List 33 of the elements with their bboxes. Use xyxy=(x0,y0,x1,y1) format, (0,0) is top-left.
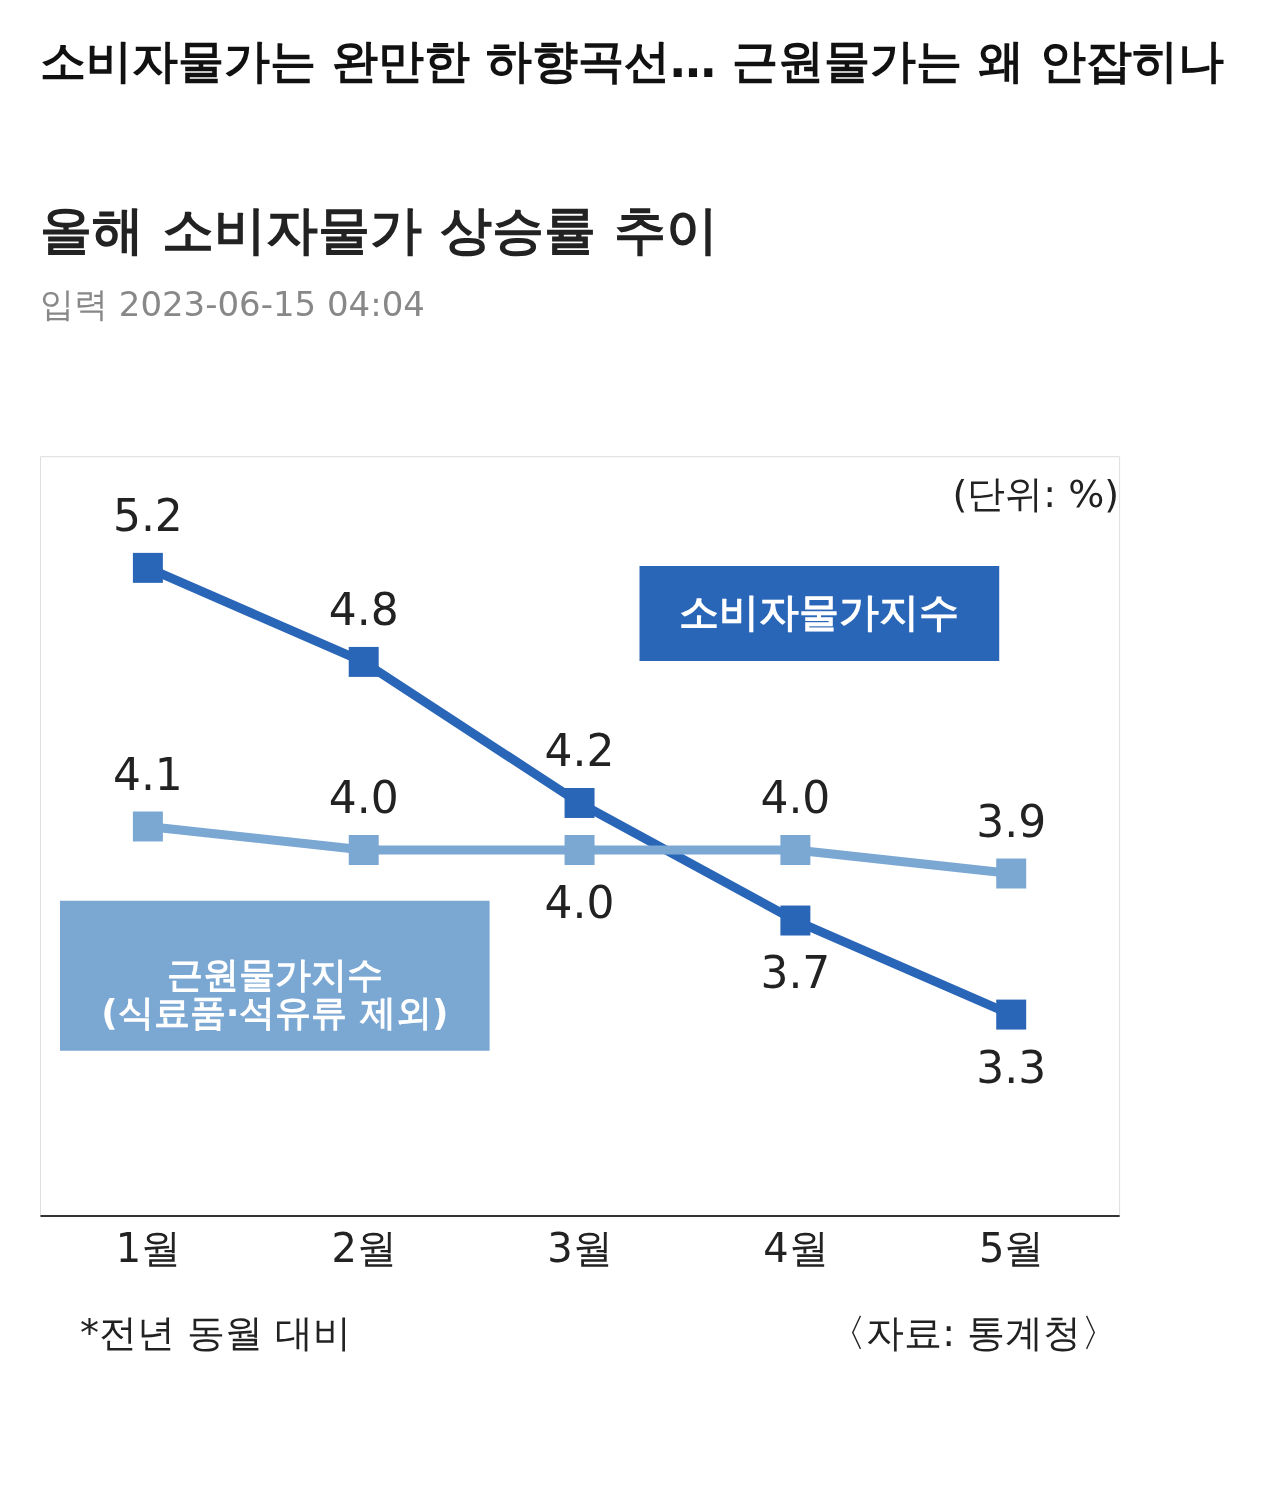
point xyxy=(996,999,1027,1030)
chart-subtitle: 올해 소비자물가 상승률 추이 xyxy=(39,200,719,261)
text: 근원물가지수 (식료품·석유류 제외) xyxy=(101,953,449,1033)
data-label: 4.2 xyxy=(544,725,615,777)
text: 〈자료: 통계청〉 xyxy=(828,1311,1120,1356)
text: 소비자물가지수 xyxy=(679,588,960,635)
point xyxy=(780,905,811,936)
point xyxy=(780,835,811,865)
data-label: 4.0 xyxy=(760,772,831,824)
x-tick-label: 4월 xyxy=(763,1225,829,1272)
x-tick-label: 2월 xyxy=(331,1225,397,1272)
point xyxy=(348,835,379,865)
point xyxy=(348,646,379,677)
data-label: 4.0 xyxy=(328,772,399,824)
data-label: 4.8 xyxy=(328,583,399,635)
point xyxy=(996,858,1027,889)
data-label: 3.9 xyxy=(976,795,1047,847)
point xyxy=(132,811,163,842)
chart-title: 소비자물가는 완만한 하향곡선… 근원물가는 왜 안잡히나 xyxy=(39,34,1224,89)
x-tick-label: 3월 xyxy=(547,1225,613,1272)
text: 입력 2023-06-15 04:04 xyxy=(39,284,425,325)
x-tick-label: 1월 xyxy=(115,1225,182,1272)
data-label: 3.7 xyxy=(760,947,831,999)
text: *전년 동월 대비 xyxy=(79,1311,352,1356)
data-label: 4.0 xyxy=(544,876,615,928)
point xyxy=(564,835,595,865)
text: (단위: %) xyxy=(952,472,1120,517)
point xyxy=(132,552,163,583)
point xyxy=(564,787,595,818)
data-label: 3.3 xyxy=(976,1041,1047,1093)
data-label: 5.2 xyxy=(112,489,183,541)
data-label: 4.1 xyxy=(112,748,183,800)
x-tick-label: 5월 xyxy=(979,1225,1045,1272)
